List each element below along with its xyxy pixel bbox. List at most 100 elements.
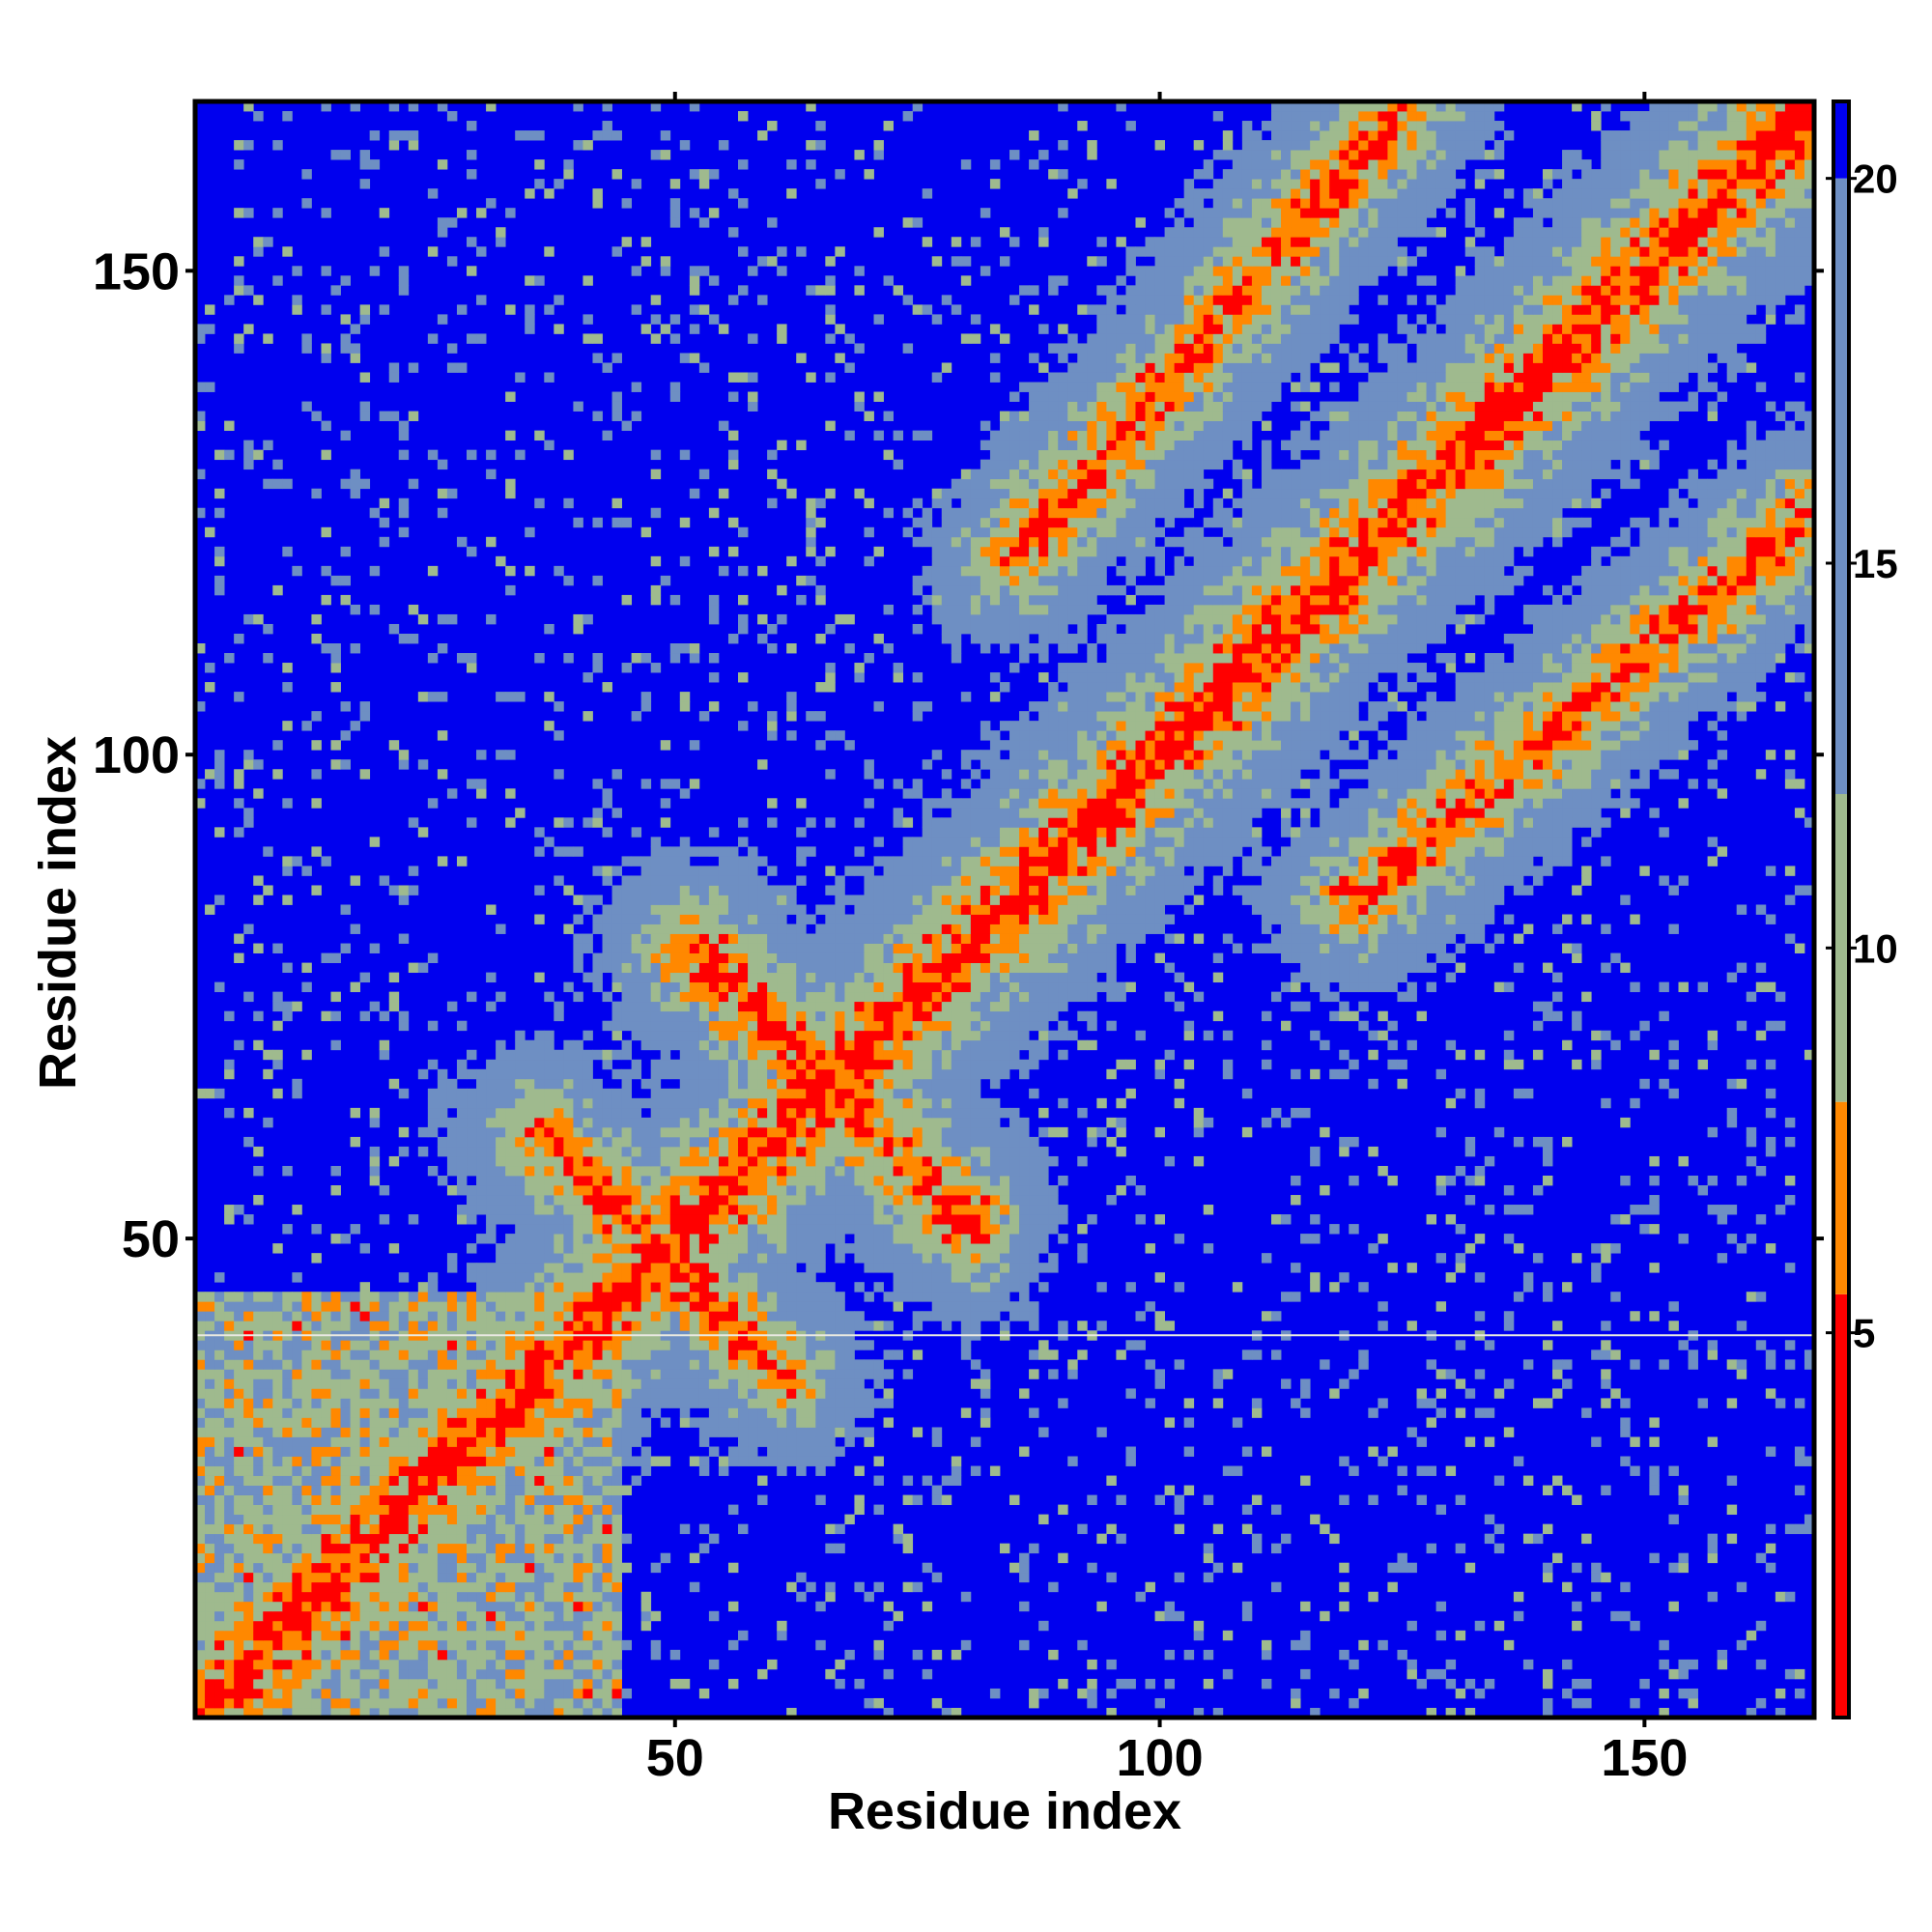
heatmap-cell bbox=[844, 1117, 855, 1128]
heatmap-cell bbox=[427, 1504, 439, 1516]
heatmap-cell bbox=[1717, 1659, 1728, 1670]
heatmap-cell bbox=[1678, 1562, 1689, 1574]
heatmap-cell bbox=[602, 1185, 612, 1196]
heatmap-cell bbox=[786, 1378, 797, 1389]
heatmap-cell bbox=[864, 1117, 874, 1128]
heatmap-cell bbox=[311, 1533, 322, 1545]
heatmap-cell bbox=[796, 1350, 807, 1360]
heatmap-cell bbox=[796, 1107, 807, 1119]
heatmap-cell bbox=[515, 1668, 526, 1680]
heatmap-cell bbox=[679, 1321, 691, 1331]
heatmap-cell bbox=[698, 1117, 710, 1128]
heatmap-cell bbox=[970, 1068, 981, 1080]
heatmap-cell bbox=[999, 1049, 1010, 1061]
heatmap-cell bbox=[1145, 1243, 1155, 1254]
heatmap-cell bbox=[825, 1446, 836, 1457]
heatmap-cell bbox=[525, 1214, 535, 1225]
heatmap-cell bbox=[398, 1446, 410, 1457]
heatmap-cell bbox=[311, 1407, 322, 1418]
heatmap-cell bbox=[350, 1475, 361, 1486]
heatmap-cell bbox=[301, 1456, 312, 1466]
heatmap-cell bbox=[650, 1010, 662, 1022]
heatmap-cell bbox=[786, 1340, 797, 1350]
heatmap-cell bbox=[476, 1533, 487, 1545]
heatmap-cell bbox=[330, 1388, 341, 1399]
heatmap-cell bbox=[496, 1562, 506, 1574]
heatmap-cell bbox=[689, 1263, 700, 1273]
heatmap-cell bbox=[1804, 1359, 1815, 1370]
heatmap-cell bbox=[727, 1234, 739, 1244]
heatmap-cell bbox=[631, 1234, 642, 1244]
heatmap-cell bbox=[1765, 1446, 1776, 1457]
heatmap-cell bbox=[592, 1195, 603, 1206]
heatmap-cell bbox=[1775, 1205, 1786, 1215]
heatmap-cell bbox=[369, 1107, 381, 1119]
heatmap-cell bbox=[573, 1707, 583, 1719]
heatmap-cell bbox=[467, 1097, 477, 1109]
heatmap-cell bbox=[970, 1010, 981, 1022]
heatmap-cell bbox=[253, 1427, 264, 1437]
heatmap-cell bbox=[1726, 1504, 1738, 1516]
heatmap-cell bbox=[902, 1146, 914, 1157]
heatmap-cell bbox=[282, 1610, 293, 1622]
heatmap-cell bbox=[427, 1398, 439, 1408]
heatmap-cell bbox=[611, 1668, 622, 1680]
heatmap-cell bbox=[602, 1649, 612, 1661]
heatmap-cell bbox=[757, 1039, 768, 1051]
heatmap-cell bbox=[321, 1465, 331, 1476]
heatmap-cell bbox=[582, 1514, 593, 1525]
heatmap-cell bbox=[214, 1340, 225, 1350]
heatmap-cell bbox=[1368, 1049, 1378, 1061]
heatmap-cell bbox=[1212, 1010, 1224, 1022]
heatmap-cell bbox=[844, 1398, 855, 1408]
heatmap-cell bbox=[388, 1504, 400, 1516]
heatmap-cell bbox=[417, 1678, 429, 1690]
heatmap-cell bbox=[263, 1388, 273, 1399]
heatmap-cell bbox=[864, 1369, 874, 1379]
heatmap-cell bbox=[621, 1427, 633, 1437]
heatmap-cell bbox=[379, 1572, 390, 1583]
heatmap-cell bbox=[825, 1292, 836, 1302]
heatmap-cell bbox=[292, 1378, 302, 1389]
heatmap-cell bbox=[815, 1068, 826, 1080]
heatmap-cell bbox=[582, 1378, 593, 1389]
heatmap-cell bbox=[931, 1263, 943, 1273]
heatmap-cell bbox=[486, 1678, 497, 1690]
heatmap-cell bbox=[388, 1078, 400, 1090]
heatmap-cell bbox=[359, 1572, 371, 1583]
heatmap-cell bbox=[1542, 1668, 1553, 1680]
heatmap-cell bbox=[941, 1010, 952, 1022]
heatmap-cell bbox=[311, 1446, 322, 1457]
heatmap-cell bbox=[292, 1523, 302, 1535]
heatmap-cell bbox=[931, 1117, 943, 1128]
heatmap-cell bbox=[573, 1165, 583, 1177]
heatmap-cell bbox=[301, 1378, 312, 1389]
heatmap-cell bbox=[505, 1572, 516, 1583]
heatmap-cell bbox=[864, 1030, 874, 1041]
heatmap-cell bbox=[1038, 1224, 1049, 1235]
heatmap-cell bbox=[195, 1610, 206, 1622]
heatmap-cell bbox=[679, 1340, 691, 1350]
heatmap-cell bbox=[912, 1282, 923, 1293]
heatmap-cell bbox=[350, 1436, 361, 1447]
heatmap-cell bbox=[1038, 1620, 1049, 1632]
heatmap-cell bbox=[563, 1639, 574, 1651]
heatmap-cell bbox=[989, 1030, 1001, 1041]
heatmap-cell bbox=[989, 1010, 1001, 1022]
heatmap-cell bbox=[825, 1301, 836, 1312]
heatmap-cell bbox=[1503, 1049, 1515, 1061]
heatmap-cell bbox=[1339, 1272, 1350, 1283]
heatmap-cell bbox=[534, 1707, 545, 1719]
heatmap-cell bbox=[515, 1234, 526, 1244]
heatmap-cell bbox=[796, 1388, 807, 1399]
heatmap-cell bbox=[1484, 1533, 1495, 1545]
heatmap-cell bbox=[1794, 1446, 1805, 1457]
heatmap-cell bbox=[340, 1427, 351, 1437]
heatmap-cell bbox=[573, 1039, 583, 1051]
heatmap-cell bbox=[1048, 1350, 1059, 1360]
heatmap-cell bbox=[272, 1001, 283, 1012]
heatmap-cell bbox=[1087, 1697, 1097, 1709]
heatmap-cell bbox=[496, 1136, 506, 1148]
heatmap-cell bbox=[515, 1688, 526, 1699]
heatmap-cell bbox=[786, 1350, 797, 1360]
